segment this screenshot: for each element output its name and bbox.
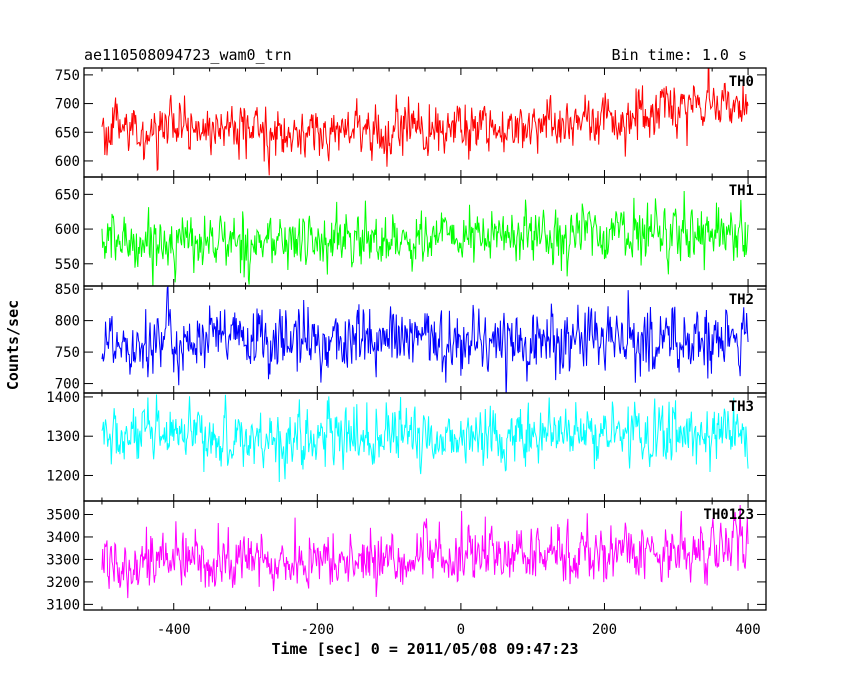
y-tick-label: 600	[55, 222, 80, 238]
y-tick-label: 750	[55, 345, 80, 361]
panels: 600 650 700 750 TH0 550 600 650 TH1 700 750 800 850 T…	[46, 67, 767, 613]
series-line-th0123	[101, 505, 749, 599]
y-tick-label: 3300	[46, 552, 80, 568]
bin-time-label: Bin time: 1.0 s	[612, 46, 747, 64]
x-tick-label: -200	[300, 622, 334, 638]
y-tick-label: 1200	[46, 468, 80, 484]
panel-th2: 700 750 800 850 TH2	[55, 282, 767, 394]
x-tick-label: 400	[735, 622, 760, 638]
y-tick-label: 650	[55, 187, 80, 203]
x-axis-label: Time [sec] 0 = 2011/05/08 09:47:23	[271, 640, 578, 658]
series-line-th1	[101, 191, 749, 286]
x-tick-label: -400	[157, 622, 191, 638]
panel-th3: 1200 1300 1400 TH3	[46, 390, 767, 502]
panel-th1: 550 600 650 TH1	[55, 176, 767, 287]
source-title: ae110508094723_wam0_trn	[84, 46, 292, 64]
panel-label: TH0	[729, 74, 754, 90]
x-axis: -400 -200 0 200 400	[157, 622, 761, 638]
series-line-th2	[101, 286, 749, 393]
panel-label: TH1	[729, 183, 754, 199]
y-tick-label: 3500	[46, 507, 80, 523]
x-tick-label: 200	[592, 622, 617, 638]
panel-label: TH2	[729, 292, 754, 308]
y-tick-label: 1300	[46, 429, 80, 445]
panel-label: TH0123	[703, 507, 754, 523]
y-tick-label: 700	[55, 97, 80, 113]
series-line-th3	[101, 394, 749, 483]
y-tick-label: 1400	[46, 390, 80, 406]
y-tick-label: 550	[55, 257, 80, 273]
y-tick-label: 3200	[46, 575, 80, 591]
y-tick-label: 650	[55, 125, 80, 141]
panel-th0123: 3100 3200 3300 3400 3500 TH0123	[46, 500, 767, 613]
x-tick-label: 0	[457, 622, 465, 638]
panel-label: TH3	[729, 399, 754, 415]
y-tick-label: 750	[55, 68, 80, 84]
y-tick-label: 850	[55, 282, 80, 298]
y-tick-label: 800	[55, 314, 80, 330]
y-tick-label: 700	[55, 377, 80, 393]
y-tick-label: 3400	[46, 530, 80, 546]
series-line-th0	[101, 68, 749, 176]
y-tick-label: 600	[55, 154, 80, 170]
y-axis-label: Counts/sec	[4, 300, 22, 390]
y-tick-label: 3100	[46, 597, 80, 613]
